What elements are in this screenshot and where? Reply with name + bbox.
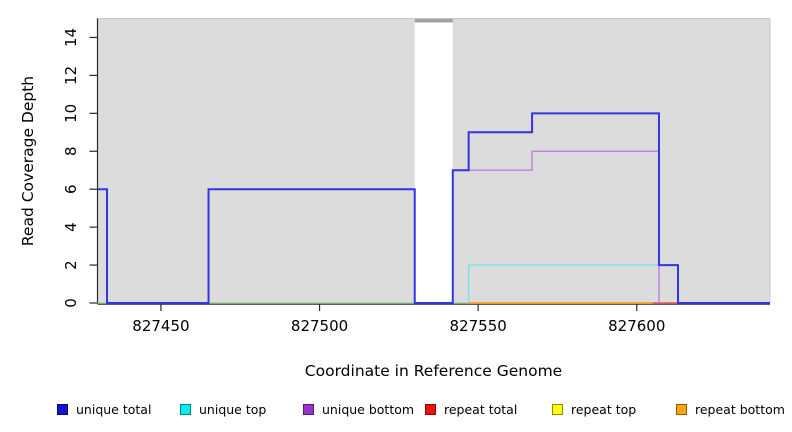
legend: unique total unique top unique bottom repea… — [0, 400, 792, 420]
legend-item-repeat-total: repeat total — [425, 400, 517, 418]
legend-item-unique-total: unique total — [57, 400, 151, 418]
shaded-region-right — [452, 18, 770, 304]
legend-label: repeat total — [444, 401, 518, 417]
legend-swatch-icon — [425, 403, 436, 415]
shaded-region-left — [97, 18, 415, 304]
series-unique-total — [97, 112, 770, 304]
y-tick-label: 12 — [62, 66, 80, 85]
legend-label: unique bottom — [322, 401, 415, 417]
x-tick-label: 827600 — [608, 317, 665, 335]
legend-swatch-icon — [57, 403, 68, 415]
legend-item-unique-bottom: unique bottom — [303, 400, 414, 418]
y-tick-label: 8 — [62, 146, 80, 156]
y-tick-label: 0 — [62, 298, 80, 308]
x-tick-label: 827500 — [291, 317, 348, 335]
legend-swatch-icon — [676, 403, 687, 415]
legend-label: unique total — [76, 401, 152, 417]
x-tick-label: 827450 — [132, 317, 189, 335]
y-tick-label: 4 — [62, 222, 80, 232]
y-tick-label: 6 — [62, 184, 80, 194]
legend-item-repeat-bottom: repeat bottom — [676, 400, 785, 418]
y-tick-label: 14 — [62, 28, 80, 47]
legend-item-unique-top: unique top — [180, 400, 266, 418]
y-tick-label: 2 — [62, 260, 80, 270]
legend-swatch-icon — [552, 403, 563, 415]
y-tick-label: 10 — [62, 104, 80, 123]
x-axis-title: Coordinate in Reference Genome — [304, 362, 563, 380]
gap-top-marker — [414, 19, 453, 23]
legend-label: unique top — [199, 401, 267, 417]
legend-label: repeat top — [571, 401, 637, 417]
legend-swatch-icon — [303, 403, 314, 415]
legend-item-repeat-top: repeat top — [552, 400, 636, 418]
legend-swatch-icon — [180, 403, 191, 415]
legend-label: repeat bottom — [695, 401, 785, 417]
y-axis-title: Read Coverage Depth — [19, 75, 37, 247]
x-tick-label: 827550 — [450, 317, 507, 335]
